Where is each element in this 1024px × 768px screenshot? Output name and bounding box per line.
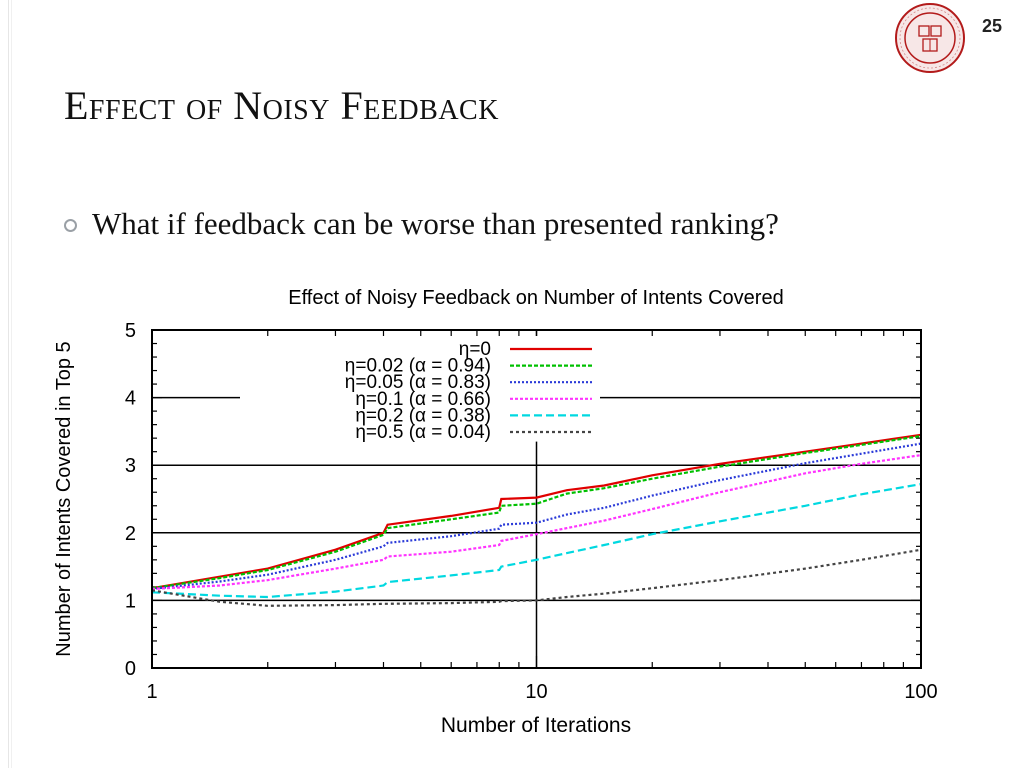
plot-frame bbox=[151, 329, 922, 669]
y-tick-label: 1 bbox=[125, 590, 136, 612]
legend-label: η=0.02 (α = 0.94) bbox=[345, 356, 491, 377]
x-tick-label: 10 bbox=[525, 681, 547, 703]
y-axis-label: Number of Intents Covered in Top 5 bbox=[53, 341, 75, 656]
legend-label: η=0.05 (α = 0.83) bbox=[345, 372, 491, 393]
y-tick-label: 4 bbox=[125, 388, 136, 410]
slide-title: Effect of Noisy Feedback bbox=[64, 83, 499, 128]
y-tick-label: 0 bbox=[125, 658, 136, 680]
university-seal-logo bbox=[895, 3, 965, 73]
bullet-item: What if feedback can be worse than prese… bbox=[64, 204, 864, 268]
slide-edge-line bbox=[8, 0, 9, 768]
bullet-circle-icon bbox=[64, 219, 77, 232]
x-axis-label: Number of Iterations bbox=[441, 714, 631, 737]
legend-label: η=0.1 (α = 0.66) bbox=[355, 389, 491, 410]
x-tick-label: 1 bbox=[146, 681, 157, 703]
y-tick-label: 3 bbox=[125, 455, 136, 477]
legend-label: η=0.2 (α = 0.38) bbox=[355, 405, 491, 426]
y-tick-label: 2 bbox=[125, 523, 136, 545]
bullet-text: What if feedback can be worse than prese… bbox=[92, 206, 779, 241]
series-line bbox=[151, 483, 922, 599]
series-lines bbox=[151, 433, 922, 607]
series-line bbox=[151, 435, 922, 590]
page-number: 25 bbox=[982, 16, 1003, 36]
legend-label: η=0.5 (α = 0.04) bbox=[355, 422, 491, 443]
x-tick-label: 100 bbox=[904, 681, 937, 703]
series-line bbox=[151, 548, 922, 607]
chart-title: Effect of Noisy Feedback on Number of In… bbox=[288, 287, 783, 309]
y-tick-label: 5 bbox=[125, 320, 136, 342]
legend-background bbox=[240, 336, 600, 442]
slide-edge-line-inner bbox=[11, 0, 12, 768]
legend-label: η=0 bbox=[459, 339, 491, 360]
series-line bbox=[151, 454, 922, 590]
series-line bbox=[151, 433, 922, 590]
legend: η=0η=0.02 (α = 0.94)η=0.05 (α = 0.83)η=0… bbox=[240, 336, 600, 443]
